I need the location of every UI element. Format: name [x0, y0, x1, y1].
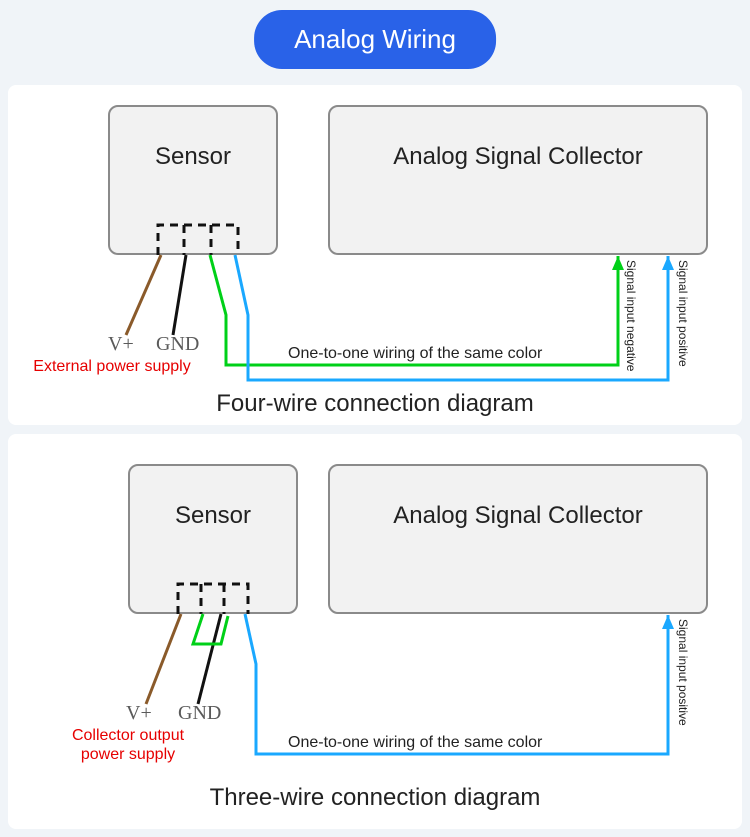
signal-neg-label: Signal input negative [624, 260, 638, 371]
sensor-box-2: Sensor [128, 464, 298, 614]
sensor-label-2: Sensor [175, 502, 251, 530]
vplus-label-2: V+ [126, 702, 152, 725]
collector-label: Analog Signal Collector [393, 143, 642, 171]
same-color-label: One-to-one wiring of the same color [288, 345, 542, 363]
collector-box: Analog Signal Collector [328, 105, 708, 255]
gnd-label: GND [156, 333, 199, 356]
collector-power-label: Collector output power supply [38, 726, 218, 764]
three-wire-panel: Sensor Analog Signal Collector V+ GND Co… [8, 434, 742, 829]
vplus-label: V+ [108, 333, 134, 356]
sensor-box: Sensor [108, 105, 278, 255]
external-power-label: External power supply [12, 357, 212, 376]
three-wire-caption: Three-wire connection diagram [210, 784, 541, 812]
four-wire-caption: Four-wire connection diagram [216, 390, 533, 418]
collector-box-2: Analog Signal Collector [328, 464, 708, 614]
signal-pos-label: Signal input positive [676, 260, 690, 367]
signal-pos-label-2: Signal input positive [676, 619, 690, 726]
same-color-label-2: One-to-one wiring of the same color [288, 734, 542, 752]
sensor-label: Sensor [155, 143, 231, 171]
four-wire-panel: Sensor Analog Signal Collector V+ GND Ex… [8, 85, 742, 425]
title-badge: Analog Wiring [254, 10, 496, 69]
gnd-label-2: GND [178, 702, 221, 725]
page: Analog Wiring Sensor Analog Signal Colle… [0, 0, 750, 837]
collector-label-2: Analog Signal Collector [393, 502, 642, 530]
